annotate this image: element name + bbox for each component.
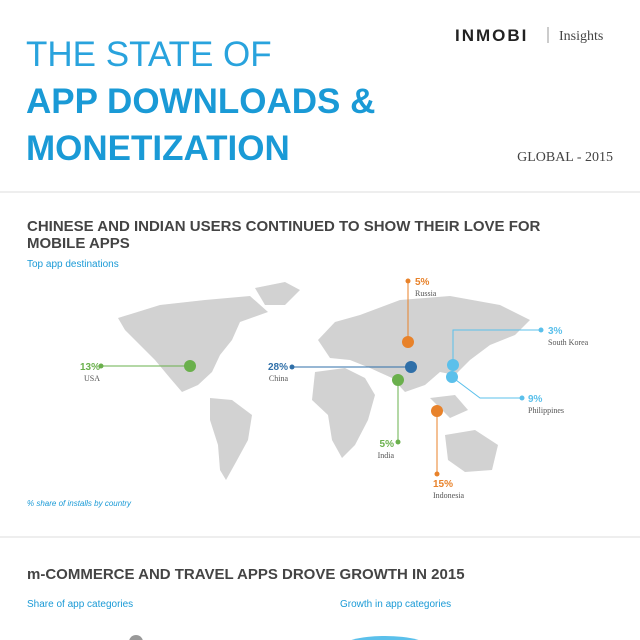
share-label: 9%	[528, 394, 543, 405]
country-pin	[447, 359, 459, 371]
country-pin	[392, 374, 404, 386]
section-heading: MOBILE APPS	[27, 235, 130, 252]
callout-line	[451, 376, 522, 399]
section-subtitle: Growth in app categories	[340, 599, 451, 610]
share-label: 5%	[380, 439, 395, 450]
brand-section: Insights	[559, 29, 603, 44]
callout-dot	[98, 363, 104, 369]
country-pin	[446, 371, 458, 383]
footnote: % share of installs by country	[27, 499, 132, 508]
world-map	[118, 282, 530, 480]
share-label: 13%	[80, 362, 100, 373]
section-heading: m-COMMERCE AND TRAVEL APPS DROVE GROWTH …	[27, 566, 465, 583]
callout-dot	[395, 439, 401, 445]
callout-dot	[405, 278, 411, 284]
country-pin	[402, 336, 414, 348]
country-label: Philippines	[528, 406, 564, 415]
callout-dot	[289, 364, 295, 370]
section-subtitle: Share of app categories	[27, 599, 133, 610]
title-line2: APP DOWNLOADS &	[26, 82, 375, 121]
brand: INMOBI	[455, 26, 528, 45]
chart-preview	[351, 636, 419, 640]
country-label: Indonesia	[433, 491, 465, 500]
country-label: USA	[84, 374, 100, 383]
share-label: 15%	[433, 479, 453, 490]
share-label: 28%	[268, 362, 288, 373]
callout-dot	[538, 327, 544, 333]
country-pin	[405, 361, 417, 373]
country-label: Russia	[415, 289, 437, 298]
title-line3: MONETIZATION	[26, 129, 290, 168]
section-heading: CHINESE AND INDIAN USERS CONTINUED TO SH…	[27, 218, 541, 235]
title-line1: THE STATE OF	[26, 35, 272, 74]
country-pin	[431, 405, 443, 417]
callout-line	[452, 329, 541, 365]
callout-dot	[519, 395, 525, 401]
country-label: South Korea	[548, 338, 589, 347]
share-label: 3%	[548, 326, 563, 337]
country-label: India	[378, 451, 395, 460]
scope: GLOBAL - 2015	[517, 150, 613, 165]
callout-dot	[434, 471, 440, 477]
country-label: China	[269, 374, 289, 383]
share-label: 5%	[415, 277, 430, 288]
country-pin	[184, 360, 196, 372]
section-subtitle: Top app destinations	[27, 259, 119, 270]
chart-preview	[129, 635, 143, 640]
